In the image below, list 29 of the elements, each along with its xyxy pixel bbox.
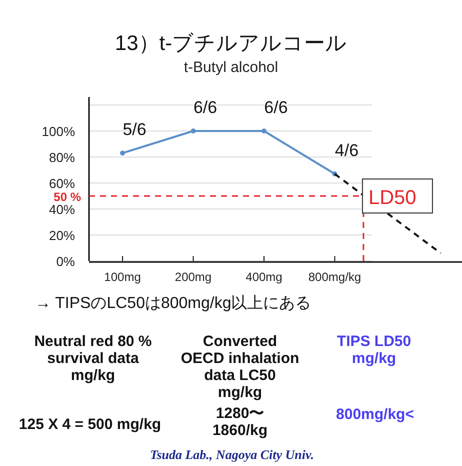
ref-line-label: 50 % <box>54 190 82 204</box>
annotation: 6/6 <box>264 98 288 117</box>
y-tick-label: 40% <box>48 202 76 217</box>
x-tick-label: 100mg <box>104 270 141 284</box>
y-tick-label: 100% <box>42 124 76 139</box>
y-tick-label: 20% <box>48 228 76 243</box>
text: Neutral red 80 % survival data mg/kg <box>34 333 152 384</box>
chart-subtitle: t-Butyl alcohol <box>184 59 278 76</box>
text: Tsuda Lab., Nagoya City Univ. <box>150 447 314 462</box>
y-tick-label: 80% <box>48 150 76 165</box>
point <box>262 128 266 134</box>
y-tick-label: 0% <box>56 254 76 269</box>
annotation: 6/6 <box>193 98 218 117</box>
text: → TIPSのLC50は800mg/kg以上にある <box>35 294 312 312</box>
text: Converted OECD inhalation data LC50 mg/kg <box>180 333 300 401</box>
annotation: 4/6 <box>334 140 359 160</box>
y-tick-label: 60% <box>48 176 76 191</box>
annotation: 5/6 <box>122 120 146 140</box>
text: 125 X 4 = 500 mg/kg <box>18 416 162 433</box>
x-tick-label: 400mg <box>246 270 282 284</box>
text: 800mg/kg< <box>336 406 414 423</box>
text: 1280〜 1860/kg <box>212 405 268 439</box>
chart-title: 13）t-ブチルアルコール <box>114 32 348 55</box>
text: TIPS LD50 mg/kg <box>336 333 412 367</box>
point <box>120 150 126 156</box>
x-tick-label: 800mg/kg <box>308 270 362 284</box>
point <box>190 128 196 134</box>
x-tick-label: 200mg <box>174 270 212 284</box>
annotation: LD50 <box>368 187 416 209</box>
